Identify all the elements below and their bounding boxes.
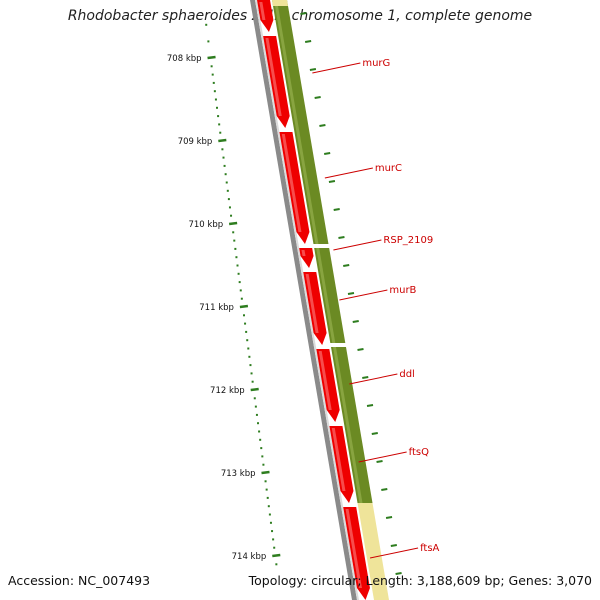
gene-leader-line <box>312 62 361 74</box>
outer-tick <box>300 12 307 15</box>
outer-tick <box>381 488 388 491</box>
major-tick <box>261 470 270 475</box>
cds-segment-shine <box>345 509 362 588</box>
cds-segment-shine <box>281 134 302 232</box>
outer-tick <box>395 572 402 575</box>
map-title: Rhodobacter sphaeroides 2.4.1 chromosome… <box>67 8 533 24</box>
outer-tick <box>390 544 397 547</box>
major-tick <box>218 138 227 143</box>
major-tick <box>239 304 249 309</box>
gene-label-murb: murB <box>389 285 416 296</box>
tick-label: 712 kbp <box>210 386 245 396</box>
outer-tick <box>328 180 336 183</box>
outer-tick <box>376 460 383 463</box>
major-tick <box>272 553 281 558</box>
cds-segment-shine <box>259 2 266 20</box>
outer-tick <box>371 432 378 435</box>
major-tick <box>207 55 216 60</box>
gene-leader-line <box>369 547 419 559</box>
tick-label: 711 kbp <box>199 303 234 313</box>
outer-tick <box>343 264 350 267</box>
outer-tick <box>366 404 374 407</box>
outer-tick <box>309 68 317 71</box>
gene-label-ftsq: ftsQ <box>409 447 429 458</box>
tick-label: 713 kbp <box>221 469 256 479</box>
outer-tick <box>362 376 369 379</box>
major-tick <box>250 387 259 392</box>
major-tick <box>228 221 238 226</box>
gene-leader-line <box>358 451 407 463</box>
gene-segment-shine <box>316 248 336 343</box>
feature-layer <box>257 0 389 600</box>
gene-label-ftsa: ftsA <box>420 543 439 554</box>
gene-label-murc: murC <box>375 163 402 174</box>
cds-segment-shine <box>305 274 319 333</box>
backbone-highlight <box>255 0 359 600</box>
accession-text: Accession: NC_007493 <box>8 573 151 588</box>
outer-tick <box>314 96 321 99</box>
cds-segment-shine <box>318 351 332 410</box>
outer-tick <box>357 348 364 351</box>
outer-tick <box>304 40 312 43</box>
gene-leader-line <box>324 167 373 179</box>
gene-label-murg: murG <box>362 58 390 69</box>
tick-label: 708 kbp <box>167 54 202 64</box>
gene-label-rsp-2109: RSP_2109 <box>383 235 433 246</box>
other-feature <box>357 503 389 600</box>
gene-leader-line <box>333 239 382 251</box>
tick-label: 709 kbp <box>178 137 213 147</box>
outer-tick <box>338 236 345 239</box>
tick-layer: 708 kbp 709 kbp 710 kbp 711 kbp 712 kbp 713 k… <box>167 12 402 575</box>
gene-leader-line <box>349 373 398 385</box>
backbone-line <box>250 0 357 600</box>
gene-label-ddl: ddl <box>399 369 414 380</box>
gene-leader-line <box>339 289 388 301</box>
cds-segment-shine <box>301 250 306 256</box>
backbone-layer <box>250 0 359 600</box>
cds-segment-shine <box>331 428 346 491</box>
genome-summary-text: Topology: circular; Length: 3,188,609 bp… <box>248 573 592 588</box>
tick-label: 710 kbp <box>188 220 223 230</box>
outer-tick <box>385 516 393 519</box>
other-feature <box>272 0 289 6</box>
outer-tick <box>352 320 359 323</box>
outer-tick <box>333 208 340 211</box>
outer-tick <box>319 124 326 127</box>
cds-segment-shine <box>265 38 282 116</box>
outer-tick <box>347 292 355 295</box>
tick-label: 714 kbp <box>232 552 267 562</box>
gene-label-layer: murG murC RSP_2109 murB ddl ftsQ ftsA <box>312 58 440 559</box>
gene-segment-shine <box>274 0 319 244</box>
gene-segment-shine <box>332 347 363 503</box>
outer-tick <box>324 152 331 155</box>
